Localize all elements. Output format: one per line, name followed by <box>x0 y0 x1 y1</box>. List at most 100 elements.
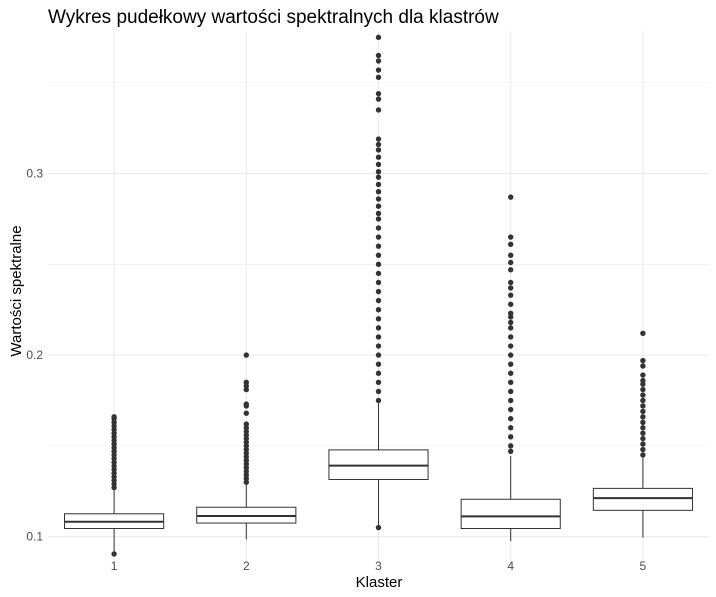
outlier-point <box>375 74 382 81</box>
box-iqr <box>592 487 693 511</box>
outlier-point <box>375 316 382 322</box>
outlier-point <box>640 363 646 369</box>
outlier-point <box>375 379 382 386</box>
outlier-point <box>508 443 514 449</box>
x-tick-label: 5 <box>640 559 647 573</box>
outlier-point <box>640 330 646 337</box>
outlier-point <box>375 96 382 102</box>
outlier-point <box>243 401 249 407</box>
outlier-point <box>508 234 514 240</box>
outlier-point <box>375 307 382 313</box>
tick-labels: 0.1 0.2 0.3 1 2 3 4 5 <box>26 167 646 573</box>
outlier-point <box>508 361 514 367</box>
outlier-point <box>375 343 382 349</box>
outlier-point <box>508 397 514 404</box>
outlier-point <box>640 425 646 431</box>
outlier-point <box>243 421 249 427</box>
outlier-point <box>375 161 382 168</box>
outlier-point <box>640 357 646 364</box>
outlier-point <box>508 406 514 413</box>
outlier-point <box>243 379 249 386</box>
box-iqr <box>460 498 561 530</box>
outlier-point <box>375 210 382 217</box>
outlier-point <box>508 352 514 358</box>
outlier-point <box>375 279 382 286</box>
outlier-point <box>375 174 382 180</box>
outlier-point <box>375 188 382 195</box>
outlier-point <box>375 397 382 404</box>
outlier-point <box>375 58 382 64</box>
outlier-point <box>640 446 646 453</box>
outlier-point <box>375 288 382 295</box>
outlier-point <box>375 107 382 113</box>
outlier-point <box>640 414 646 420</box>
outlier-point <box>508 252 514 258</box>
outlier-point <box>508 434 514 440</box>
outlier-point <box>375 388 382 395</box>
outlier-point <box>375 67 382 73</box>
outlier-point <box>375 169 382 175</box>
outlier-point <box>508 301 514 307</box>
x-tick-label: 4 <box>507 559 514 573</box>
outlier-point <box>375 524 382 531</box>
outlier-point <box>243 410 249 416</box>
outlier-point <box>508 370 514 376</box>
outlier-point <box>640 441 646 447</box>
outlier-point <box>508 319 514 326</box>
outlier-point <box>640 377 646 384</box>
y-tick-label: 0.1 <box>26 530 43 544</box>
outlier-point <box>375 154 382 160</box>
outlier-point <box>640 435 646 442</box>
outlier-point <box>508 425 514 431</box>
outlier-point <box>508 310 514 317</box>
outlier-point <box>375 147 382 153</box>
outlier-point <box>508 241 514 248</box>
outlier-point <box>508 292 514 298</box>
outlier-point <box>640 452 646 458</box>
outliers <box>111 34 646 557</box>
outlier-point <box>375 225 382 231</box>
outlier-point <box>375 141 382 148</box>
outlier-point <box>111 414 117 420</box>
y-tick-label: 0.2 <box>26 348 43 362</box>
outlier-point <box>640 397 646 404</box>
outlier-point <box>640 408 646 415</box>
outlier-point <box>375 270 382 277</box>
outlier-point <box>640 430 646 436</box>
outlier-point <box>640 419 646 425</box>
x-tick-label: 3 <box>375 559 382 573</box>
outlier-point <box>640 386 646 393</box>
x-tick-label: 1 <box>111 559 118 573</box>
outlier-point <box>375 297 382 304</box>
outlier-point <box>375 234 382 240</box>
outlier-point <box>508 285 514 291</box>
x-tick-label: 2 <box>243 559 250 573</box>
outlier-point <box>375 252 382 258</box>
outlier-point <box>375 261 382 268</box>
outlier-point <box>375 34 382 41</box>
outlier-point <box>508 379 514 386</box>
outlier-point <box>375 136 382 142</box>
outlier-point <box>375 370 382 376</box>
outlier-point <box>508 448 514 455</box>
outlier-point <box>640 403 646 409</box>
chart-title: Wykres pudełkowy wartości spektralnych d… <box>48 7 499 28</box>
outlier-point <box>375 243 382 249</box>
outlier-point <box>508 334 514 340</box>
outlier-point <box>375 196 382 202</box>
outlier-point <box>375 203 382 209</box>
boxes <box>64 403 693 554</box>
y-tick-label: 0.3 <box>26 167 43 181</box>
outlier-point <box>508 267 514 273</box>
outlier-point <box>375 325 382 331</box>
outlier-point <box>375 216 382 222</box>
outlier-point <box>375 181 382 188</box>
y-axis-title: Wartości spektralne <box>8 225 25 356</box>
outlier-point <box>508 415 514 422</box>
outlier-point <box>375 90 382 97</box>
outlier-point <box>640 392 646 398</box>
outlier-point <box>111 551 117 557</box>
outlier-point <box>375 352 382 358</box>
x-axis-title: Klaster <box>356 574 403 591</box>
